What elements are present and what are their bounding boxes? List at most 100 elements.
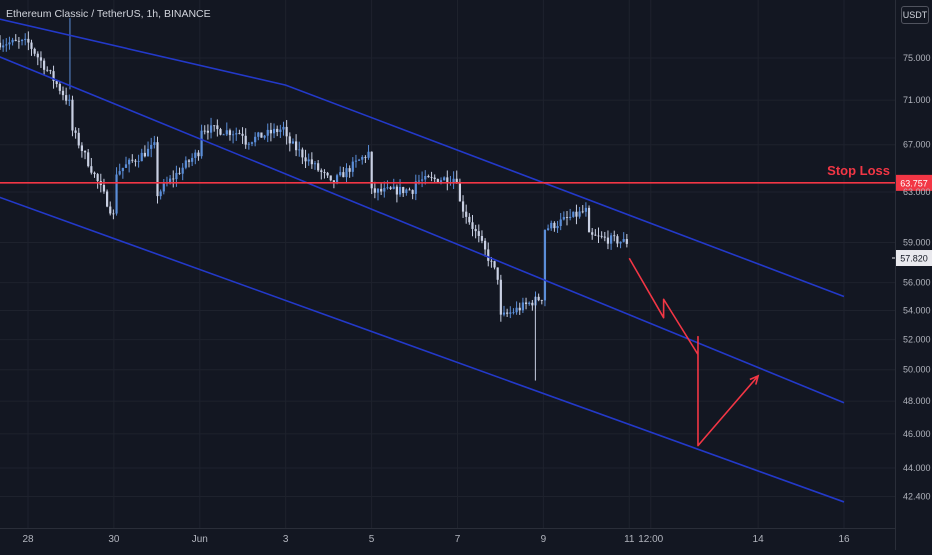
candle-body <box>490 260 493 262</box>
candle-body <box>436 179 439 183</box>
candle-body <box>610 235 613 244</box>
candle-body <box>354 160 358 162</box>
candle-body <box>96 174 99 182</box>
projection-line[interactable] <box>628 257 759 447</box>
candle-body <box>304 157 307 162</box>
projection-path <box>628 257 760 447</box>
candle-body <box>153 142 156 145</box>
candle-body <box>184 160 187 168</box>
candle-body <box>398 187 402 195</box>
candle-body <box>625 239 628 244</box>
candle-body <box>112 213 115 215</box>
candle-body <box>313 163 317 165</box>
candle-body <box>569 216 572 218</box>
candle-body <box>146 148 150 157</box>
channel-line-upper[interactable] <box>0 0 845 298</box>
candle-body <box>228 130 232 136</box>
candle-body <box>468 216 471 223</box>
candle-body <box>332 180 335 183</box>
candle-body <box>496 267 499 280</box>
price-tick-label: 59.000 <box>903 237 931 247</box>
price-tick-label: 71.000 <box>903 95 931 105</box>
candle-body <box>266 129 269 136</box>
time-tick-label: Jun <box>192 534 208 545</box>
symbol-title[interactable]: Ethereum Classic / TetherUS, 1h, BINANCE <box>6 8 211 20</box>
channel-lines <box>0 0 845 503</box>
candle-body <box>342 172 345 178</box>
candle-body <box>380 188 383 192</box>
candle-body <box>528 302 531 305</box>
price-tick-label: 50.000 <box>903 365 931 375</box>
candle-body <box>175 172 178 180</box>
candle-body <box>128 159 131 165</box>
candle-body <box>392 186 395 189</box>
candle-body <box>591 232 594 235</box>
candle-body <box>77 132 80 146</box>
candle-body <box>509 312 512 314</box>
candle-body <box>74 130 77 133</box>
candle-body <box>572 211 575 217</box>
candle-body <box>364 157 367 158</box>
candle-body <box>203 130 206 132</box>
candle-body <box>219 129 222 135</box>
candle-body <box>455 178 458 183</box>
candle-body <box>587 207 591 233</box>
candle-body <box>433 177 436 180</box>
candle-body <box>124 164 128 168</box>
candle-body <box>206 130 209 133</box>
channel-line-middle[interactable] <box>0 51 845 404</box>
candle-body <box>619 241 622 244</box>
candle-body <box>452 178 455 183</box>
candle-body <box>121 167 124 172</box>
currency-badge[interactable]: USDT <box>901 6 929 24</box>
candle-body <box>427 175 430 178</box>
candle-body <box>43 60 46 70</box>
candle-body <box>137 161 140 162</box>
candle-body <box>307 159 310 162</box>
candle-body <box>238 133 241 134</box>
candle-body <box>49 70 52 72</box>
candle-body <box>578 211 581 217</box>
candle-body <box>225 130 228 135</box>
price-tick-label: 56.000 <box>903 278 931 288</box>
candle-body <box>191 157 194 162</box>
candle-body <box>118 171 121 175</box>
candle-body <box>5 44 8 46</box>
candle-body <box>622 239 625 242</box>
candle-body <box>521 302 524 311</box>
candle-body <box>197 152 200 157</box>
candle-body <box>172 178 175 180</box>
candle-body <box>39 57 43 61</box>
candle-body <box>17 40 20 42</box>
candle-body <box>269 129 272 134</box>
candle-body <box>46 69 49 71</box>
time-tick-label: 5 <box>369 534 375 545</box>
candle-body <box>106 191 109 207</box>
candle-body <box>553 222 556 229</box>
candle-body <box>600 235 603 237</box>
candle-body <box>594 234 597 236</box>
candle-body <box>301 149 304 158</box>
candle-body <box>499 279 502 315</box>
candle-body <box>439 180 443 183</box>
candle-body <box>414 181 417 194</box>
channel-line-lower[interactable] <box>0 192 845 503</box>
candle-body <box>326 172 329 176</box>
time-tick-label: 30 <box>108 534 120 545</box>
candle-body <box>361 157 364 160</box>
price-tick-label: 52.000 <box>903 335 931 345</box>
candle-body <box>389 187 392 189</box>
candle-body <box>540 300 543 301</box>
price-tick-label: 46.000 <box>903 429 931 439</box>
candle-body <box>11 39 14 43</box>
candle-body <box>61 90 65 96</box>
candle-body <box>446 177 449 184</box>
candle-body <box>323 171 326 173</box>
price-tick-label: 75.000 <box>903 53 931 63</box>
candle-body <box>68 99 71 101</box>
candle-body <box>531 302 534 306</box>
candle-body <box>83 151 87 153</box>
candle-body <box>613 235 616 237</box>
